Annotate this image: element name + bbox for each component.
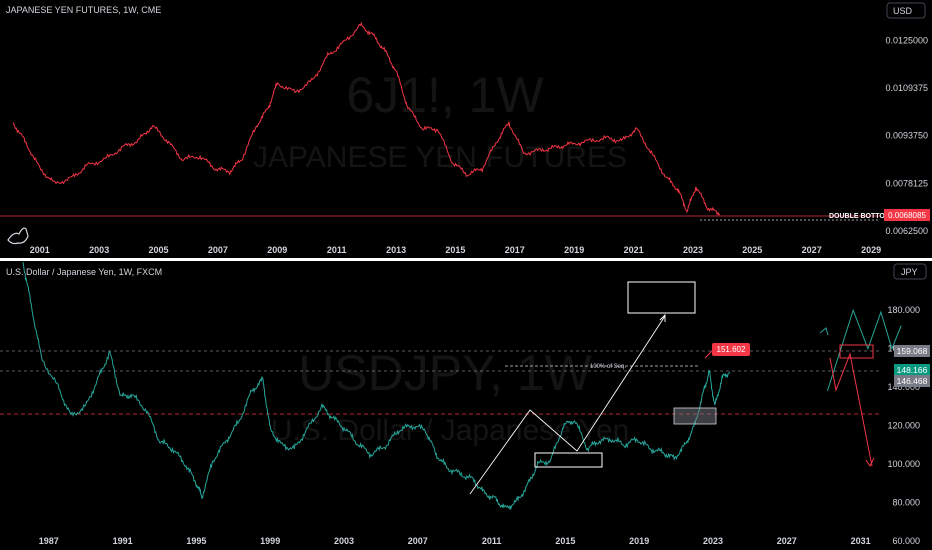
top-x-tick-label: 2027 xyxy=(802,245,822,255)
top-x-tick-label: 2011 xyxy=(327,245,347,255)
bearish-arrowhead-icon xyxy=(865,457,875,467)
target-price-text: 151.602 xyxy=(717,345,746,354)
bottom-x-tick-label: 1995 xyxy=(186,536,206,546)
top-chart-title: JAPANESE YEN FUTURES, 1W, CME xyxy=(6,5,161,15)
bottom-watermark-symbol: USDJPY, 1W xyxy=(298,345,592,401)
top-price-tag: 0.0068085 xyxy=(884,209,930,221)
price-tag-146: 146.468 xyxy=(894,375,930,387)
double-bottom-label: DOUBLE BOTTOM xyxy=(829,213,891,220)
bottom-x-axis: 1987 1991 1995 1999 2003 2007 2011 2015 2019 2023… xyxy=(39,536,871,546)
top-x-tick-label: 2023 xyxy=(683,245,703,255)
tradingview-logo-icon[interactable] xyxy=(7,227,29,245)
top-y-axis: 0.0125000 0.0109375 0.0093750 0.0078125 0.00… xyxy=(885,36,928,236)
top-x-tick-label: 2013 xyxy=(386,245,406,255)
top-currency-button[interactable]: USD xyxy=(886,2,926,19)
top-currency-label: USD xyxy=(893,6,913,16)
bottom-currency-label: JPY xyxy=(901,267,918,277)
bottom-y-tick-label: 180.000 xyxy=(887,305,920,315)
bottom-x-tick-label: 2011 xyxy=(482,536,502,546)
bottom-x-tick-label: 1987 xyxy=(39,536,59,546)
top-x-axis: 2001 2003 2005 2007 2009 2011 2013 2015 2017 2019… xyxy=(30,245,881,255)
bottom-x-tick-label: 2007 xyxy=(408,536,428,546)
bottom-x-tick-label: 1999 xyxy=(260,536,280,546)
top-watermark-name: JAPANESE YEN FUTURES xyxy=(253,141,627,174)
top-price-tag-text: 0.0068085 xyxy=(888,211,926,220)
bottom-x-tick-label: 2027 xyxy=(777,536,797,546)
top-x-tick-label: 2019 xyxy=(564,245,584,255)
bottom-price-series xyxy=(22,262,731,511)
projection-series xyxy=(826,308,902,392)
price-tag-146-text: 146.468 xyxy=(897,376,928,386)
consolidation-box xyxy=(534,452,603,468)
top-panel: 6J1!, 1W JAPANESE YEN FUTURES JAPANESE Y… xyxy=(0,2,930,255)
panel-divider xyxy=(0,258,932,261)
top-y-tick-label: 0.0093750 xyxy=(885,131,928,141)
price-tag-148-text: 148.166 xyxy=(897,365,928,375)
bearish-projection-line xyxy=(829,352,873,467)
target-price-label: 151.602 xyxy=(704,343,750,359)
target-box xyxy=(627,281,696,314)
grey-zone-box xyxy=(673,407,717,425)
projection-arrowhead-icon xyxy=(819,327,829,336)
bottom-currency-button[interactable]: JPY xyxy=(893,263,927,280)
top-y-tick-label: 0.0109375 xyxy=(885,83,928,93)
bottom-y-tick-label: 60.000 xyxy=(892,536,920,546)
bottom-y-tick-label: 140.000 xyxy=(887,382,920,392)
top-x-tick-label: 2029 xyxy=(861,245,881,255)
top-y-tick-label: 0.0078125 xyxy=(885,178,928,188)
top-x-tick-label: 2021 xyxy=(624,245,644,255)
measured-move-arrowhead-icon xyxy=(659,313,666,322)
price-tag-148: 148.166 xyxy=(894,364,930,376)
bottom-x-tick-label: 2019 xyxy=(629,536,649,546)
bottom-chart-title: U.S. Dollar / Japanese Yen, 1W, FXCM xyxy=(6,267,162,277)
top-watermark-symbol: 6J1!, 1W xyxy=(346,67,544,123)
measured-move-line xyxy=(469,315,666,495)
price-tag-159-text: 159.068 xyxy=(897,346,928,356)
bottom-panel: USDJPY, 1W U.S. Dollar / Japanese Yen U.… xyxy=(0,262,930,546)
fib-label: 100% of Seq. xyxy=(590,364,626,370)
bottom-x-tick-label: 2031 xyxy=(851,536,871,546)
top-x-tick-label: 2005 xyxy=(148,245,168,255)
bottom-x-tick-label: 2015 xyxy=(555,536,575,546)
top-y-tick-label: 0.0062500 xyxy=(885,226,928,236)
top-x-tick-label: 2007 xyxy=(208,245,228,255)
bottom-y-tick-label: 120.000 xyxy=(887,421,920,431)
top-x-tick-label: 2017 xyxy=(505,245,525,255)
bottom-x-tick-label: 2003 xyxy=(334,536,354,546)
top-price-series xyxy=(12,21,721,217)
bottom-y-tick-label: 100.000 xyxy=(887,459,920,469)
bottom-x-tick-label: 2023 xyxy=(703,536,723,546)
bottom-y-tick-label: 80.000 xyxy=(892,498,920,508)
top-x-tick-label: 2009 xyxy=(267,245,287,255)
price-tag-159: 159.068 xyxy=(894,345,930,357)
top-x-tick-label: 2001 xyxy=(30,245,50,255)
top-y-tick-label: 0.0125000 xyxy=(885,36,928,46)
top-x-tick-label: 2003 xyxy=(89,245,109,255)
top-x-tick-label: 2015 xyxy=(445,245,465,255)
red-zone-box xyxy=(839,344,874,359)
top-x-tick-label: 2025 xyxy=(742,245,762,255)
bottom-watermark-name: U.S. Dollar / Japanese Yen xyxy=(271,414,630,447)
bottom-x-tick-label: 1991 xyxy=(113,536,133,546)
